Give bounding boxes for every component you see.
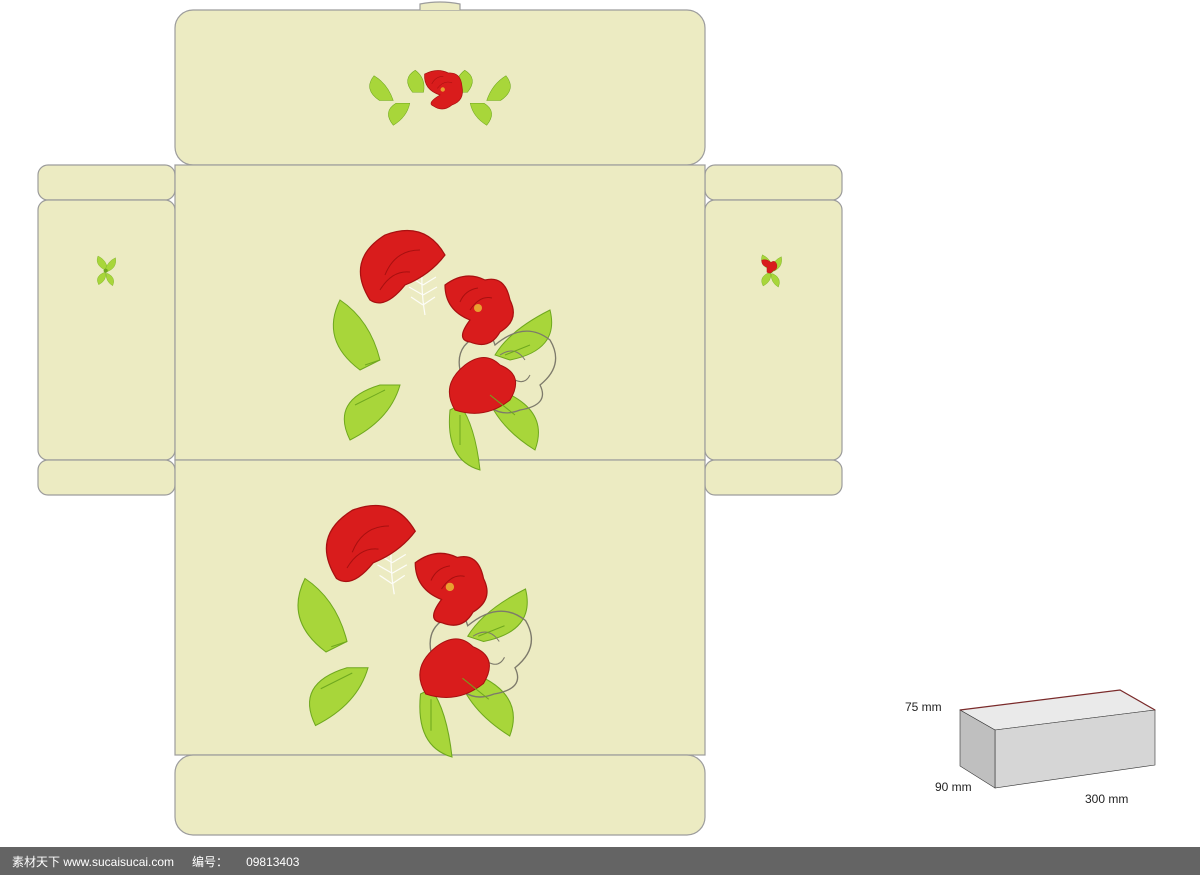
footer-site: 素材天下 www.sucaisucai.com [12, 853, 174, 870]
footer-id: 编号： 09813403 [192, 853, 317, 870]
dim-width: 300 mm [1085, 792, 1128, 806]
panel-front [175, 165, 705, 460]
panel-glue-flap-tl [38, 165, 175, 200]
footer-id-value: 09813403 [246, 855, 299, 869]
panel-side-left [38, 200, 175, 460]
box-3d-preview [930, 670, 1180, 840]
canvas: 75 mm 90 mm 300 mm 素材天下 www.sucaisucai.c… [0, 0, 1200, 875]
footer-id-label: 编号： [192, 855, 228, 869]
panel-dust-flap [175, 755, 705, 835]
footer-bar: 素材天下 www.sucaisucai.com 编号： 09813403 [0, 847, 1200, 875]
dim-height: 75 mm [905, 700, 942, 714]
panel-side-right [705, 200, 842, 460]
dim-depth: 90 mm [935, 780, 972, 794]
panel-glue-flap-tr [705, 165, 842, 200]
panel-glue-flap-bl [38, 460, 175, 495]
panel-glue-flap-br [705, 460, 842, 495]
dieline-template [0, 0, 900, 850]
